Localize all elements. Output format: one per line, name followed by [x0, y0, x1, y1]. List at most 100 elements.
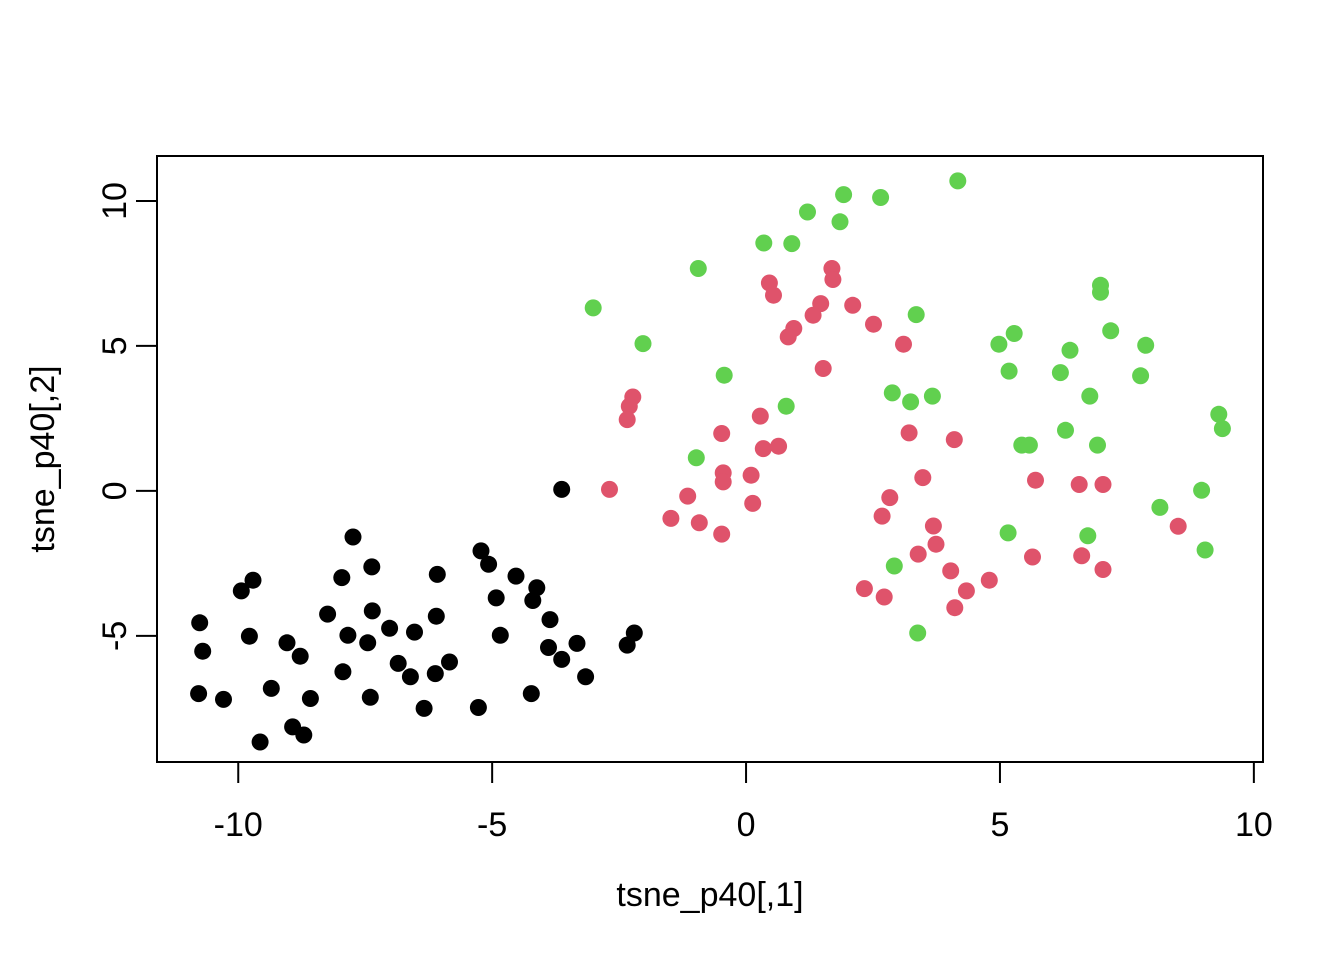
data-point [770, 437, 788, 455]
y-tick-label: 0 [96, 481, 134, 500]
data-point [291, 647, 309, 665]
data-point [278, 634, 296, 652]
data-point [190, 685, 208, 703]
data-point [713, 525, 731, 543]
data-point [779, 328, 797, 346]
data-point [1094, 476, 1112, 493]
data-point [1132, 367, 1150, 385]
data-point [469, 699, 487, 716]
data-point [577, 668, 595, 686]
x-axis: -10 -5 0 5 10 [214, 762, 1273, 844]
data-point [584, 299, 602, 317]
data-point [755, 234, 773, 252]
data-point [381, 619, 399, 637]
data-point [689, 260, 707, 277]
data-point [744, 494, 762, 512]
data-point [262, 679, 280, 697]
data-point [191, 614, 209, 632]
data-point [406, 623, 423, 641]
data-point [881, 489, 899, 507]
data-point [339, 626, 357, 644]
data-point [855, 580, 873, 598]
data-point [662, 509, 680, 527]
data-point [359, 634, 377, 652]
data-point [872, 189, 890, 206]
data-point [804, 306, 822, 324]
y-axis: -5 0 5 10 [96, 182, 157, 651]
x-axis-label: tsne_p40[,1] [616, 876, 803, 914]
data-point [1051, 364, 1069, 382]
data-point [244, 571, 262, 589]
data-point [900, 424, 918, 442]
data-point [687, 449, 705, 467]
data-point [990, 335, 1008, 353]
data-point [620, 397, 638, 415]
data-point [334, 663, 352, 681]
data-point [1137, 336, 1155, 354]
data-point [215, 690, 232, 708]
data-point [715, 366, 733, 384]
data-point [541, 611, 559, 629]
data-point [1094, 561, 1112, 578]
data-point [751, 407, 769, 425]
series-cluster-green [584, 172, 1231, 642]
series-cluster-red [601, 260, 1187, 617]
data-point [1020, 436, 1038, 454]
data-point [1102, 322, 1120, 340]
data-point [553, 480, 571, 498]
data-point [240, 627, 258, 645]
x-tick-label: -10 [214, 806, 263, 844]
data-point [902, 393, 920, 411]
data-point [690, 514, 708, 532]
data-point [1070, 476, 1088, 493]
data-point [441, 653, 458, 671]
data-point [999, 524, 1017, 542]
data-point [363, 602, 381, 620]
data-point [194, 642, 212, 660]
y-tick-label: -5 [96, 621, 134, 651]
data-point [754, 440, 772, 458]
data-point [344, 528, 362, 546]
data-point [1151, 498, 1169, 516]
data-point [480, 555, 498, 573]
data-point [909, 624, 927, 642]
x-tick-label: 10 [1235, 806, 1273, 844]
data-point [415, 699, 433, 717]
data-point [923, 387, 941, 405]
x-tick-label: 5 [990, 806, 1009, 844]
data-point [1024, 548, 1041, 566]
data-point [428, 565, 446, 583]
data-point [401, 668, 419, 686]
data-point [1005, 325, 1023, 342]
data-point [942, 562, 960, 580]
data-point [1081, 387, 1099, 405]
data-point [618, 636, 636, 654]
data-point [1089, 436, 1106, 454]
data-point [634, 335, 652, 353]
data-point [1196, 541, 1214, 559]
data-point [1027, 471, 1044, 489]
data-point [333, 569, 351, 587]
data-point [1169, 517, 1187, 535]
data-point [361, 688, 379, 706]
points-layer [190, 172, 1231, 751]
data-point [427, 607, 445, 625]
data-point [618, 411, 636, 429]
y-tick-label: 5 [96, 336, 134, 355]
data-point [522, 685, 540, 703]
data-point [524, 592, 542, 609]
data-point [601, 480, 618, 498]
data-point [251, 733, 269, 751]
data-point [491, 626, 509, 644]
data-point [814, 360, 832, 377]
data-point [301, 690, 319, 707]
data-point [1079, 527, 1097, 545]
data-point [895, 335, 912, 353]
data-point [783, 235, 801, 253]
data-point [1073, 547, 1091, 565]
data-point [1210, 405, 1228, 423]
x-tick-label: -5 [477, 806, 507, 844]
y-tick-label: 10 [96, 182, 134, 220]
